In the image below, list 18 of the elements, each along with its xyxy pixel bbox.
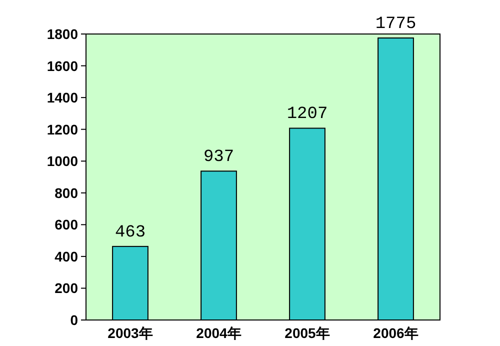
data-label: 463 <box>114 223 146 242</box>
data-label: 1775 <box>375 14 416 34</box>
data-label: 1207 <box>286 105 328 124</box>
y-tick-label: 400 <box>54 248 78 264</box>
x-tick-label: 2005年 <box>284 325 330 341</box>
y-tick-label: 200 <box>54 280 78 296</box>
x-tick-label: 2006年 <box>373 325 418 341</box>
data-label: 937 <box>203 148 234 168</box>
y-tick-label: 0 <box>70 312 78 328</box>
y-tick-label: 1200 <box>46 121 78 138</box>
y-tick-label: 600 <box>54 216 78 233</box>
x-tick-label: 2004年 <box>196 325 242 341</box>
x-tick-label: 2003年 <box>108 325 153 341</box>
y-tick-label: 1400 <box>46 90 78 106</box>
y-tick-label: 1600 <box>46 58 78 74</box>
y-tick-label: 1000 <box>46 153 78 170</box>
y-tick-label: 1800 <box>46 26 78 42</box>
y-tick-label: 800 <box>54 184 78 201</box>
